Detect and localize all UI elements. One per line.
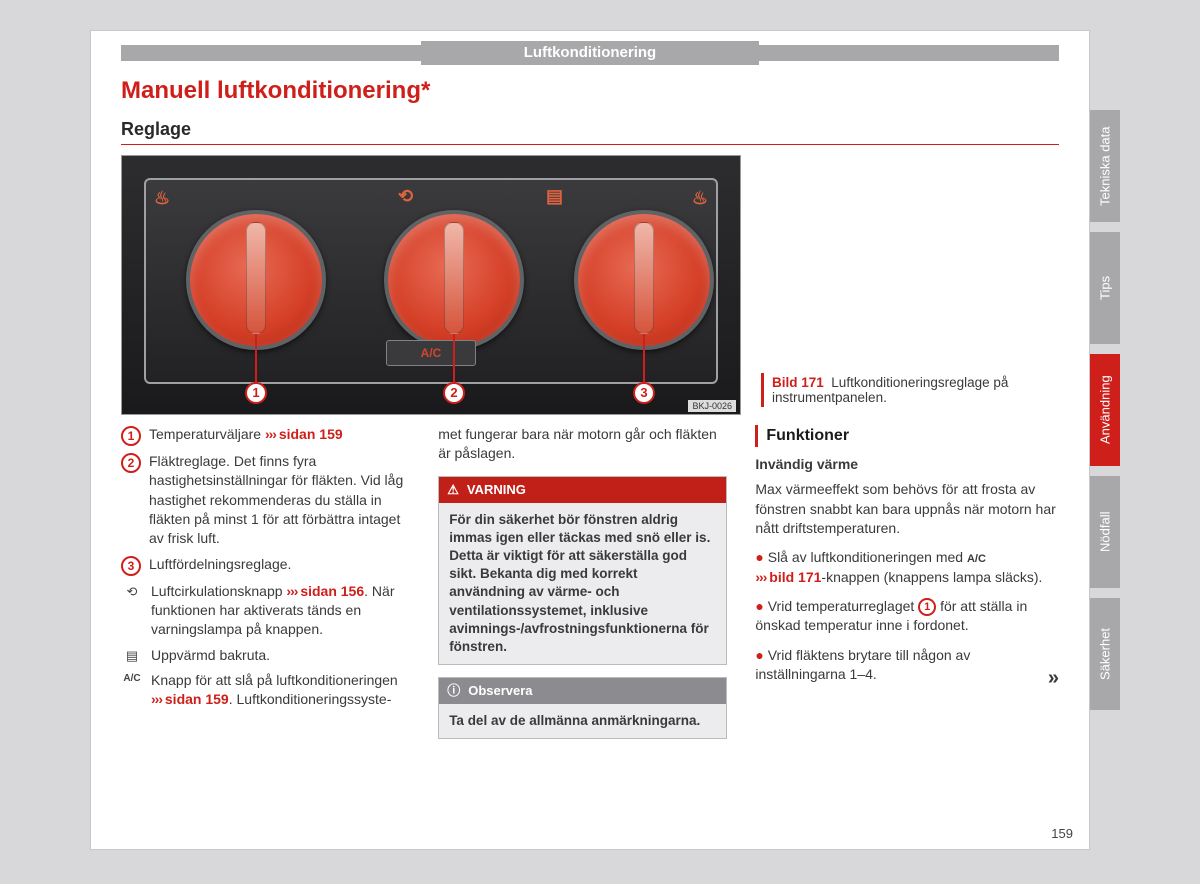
ac-symbol: A/C xyxy=(121,672,143,710)
bullet-1: ● Slå av luftkonditioneringen med A/C bi… xyxy=(755,548,1059,587)
rear-defrost-icon: ▤ xyxy=(121,647,143,665)
column-1: 1 Temperaturväljare sidan 159 2 Fläktreg… xyxy=(121,425,410,739)
callout-1: 1 xyxy=(245,382,267,404)
item-2: 2 Fläktreglage. Det finns fyra hastighet… xyxy=(121,452,410,549)
warning-head: ⚠ VARNING xyxy=(439,477,726,503)
warning-body: För din säkerhet bör fönstren aldrig imm… xyxy=(439,503,726,665)
item-rear-defrost: ▤ Uppvärmd bakruta. xyxy=(121,646,410,665)
b1-a: Slå av luftkonditioneringen med xyxy=(768,549,967,565)
b1-ac-label: A/C xyxy=(967,553,986,565)
figure-row: A/C ♨ ⟲ ▤ ♨ 1 2 3 BKJ-0026 Bild 171 Luft… xyxy=(121,155,1059,415)
header-title: Luftkonditionering xyxy=(421,41,759,65)
side-tabs: Tekniska data Tips Användning Nödfall Sä… xyxy=(1090,110,1120,720)
figure-caption-prefix: Bild 171 xyxy=(772,375,824,390)
callout-2: 2 xyxy=(443,382,465,404)
note-title: Observera xyxy=(468,682,532,700)
badge-3: 3 xyxy=(121,556,141,576)
page-number: 159 xyxy=(1051,826,1073,841)
manual-page: Luftkonditionering Manuell luftkondition… xyxy=(90,30,1090,850)
b1-link[interactable]: bild 171 xyxy=(755,569,821,585)
climate-control-figure: A/C ♨ ⟲ ▤ ♨ 1 2 3 BKJ-0026 xyxy=(121,155,741,415)
tab-tips[interactable]: Tips xyxy=(1090,232,1120,344)
bullet-dot-2: ● xyxy=(755,598,763,614)
header-bar: Luftkonditionering xyxy=(121,41,1059,65)
col3-p1: Max värmeeffekt som behövs för att frost… xyxy=(755,480,1059,538)
rear-defrost-text: Uppvärmd bakruta. xyxy=(151,646,270,665)
panel-frame: A/C ♨ ⟲ ▤ ♨ xyxy=(144,178,718,384)
col2-continuation: met fungerar bara när motorn går och flä… xyxy=(438,425,727,464)
note-box: ⓘ Observera Ta del av de allmänna anmärk… xyxy=(438,677,727,739)
interior-heat-subhead: Invändig värme xyxy=(755,455,1059,474)
recirc-symbol-icon: ⟲ xyxy=(121,583,143,640)
note-body: Ta del av de allmänna anmärkningarna. xyxy=(439,704,726,738)
seat-heat-left-icon: ♨ xyxy=(154,188,170,209)
bullet-3: ● Vrid fläktens brytare till någon av in… xyxy=(755,646,1059,685)
b3-text: Vrid fläktens brytare till någon av inst… xyxy=(755,647,970,682)
callout-line-2 xyxy=(453,334,455,384)
callout-3: 3 xyxy=(633,382,655,404)
content-area: Manuell luftkonditionering* Reglage A/C … xyxy=(91,65,1089,739)
b2-a: Vrid temperaturreglaget xyxy=(768,598,918,614)
seat-heat-right-icon: ♨ xyxy=(692,188,708,209)
item-1: 1 Temperaturväljare sidan 159 xyxy=(121,425,410,446)
item-ac: A/C Knapp för att slå på luftkonditioner… xyxy=(121,671,410,710)
fan-dial xyxy=(384,210,524,350)
recirc-icon: ⟲ xyxy=(398,186,413,207)
header-stripe-left xyxy=(121,45,421,61)
column-2: met fungerar bara när motorn går och flä… xyxy=(438,425,727,739)
tab-nodfall[interactable]: Nödfall xyxy=(1090,476,1120,588)
column-3: Funktioner Invändig värme Max värmeeffek… xyxy=(755,425,1059,739)
header-stripe-right xyxy=(759,45,1059,61)
recirc-link[interactable]: sidan 156 xyxy=(286,583,364,599)
warning-triangle-icon: ⚠ xyxy=(447,481,459,499)
b1-b: -knappen (knappens lampa släcks). xyxy=(821,569,1042,585)
temperature-dial xyxy=(186,210,326,350)
item-3-text: Luftfördelningsreglage. xyxy=(149,555,291,576)
recirc-text-a: Luftcirkulationsknapp xyxy=(151,583,286,599)
tab-anvandning[interactable]: Användning xyxy=(1090,354,1120,466)
badge-2: 2 xyxy=(121,453,141,473)
functions-heading: Funktioner xyxy=(755,425,1059,447)
ac-button-graphic: A/C xyxy=(386,340,476,366)
tab-sakerhet[interactable]: Säkerhet xyxy=(1090,598,1120,710)
badge-1: 1 xyxy=(121,426,141,446)
ac-link[interactable]: sidan 159 xyxy=(151,691,229,707)
ac-text-a: Knapp för att slå på luftkonditioneringe… xyxy=(151,672,398,688)
item-1-link[interactable]: sidan 159 xyxy=(265,426,343,442)
warning-title: VARNING xyxy=(467,481,526,499)
ac-text-b: . Luftkonditioneringssyste- xyxy=(229,691,392,707)
airflow-dial xyxy=(574,210,714,350)
info-icon: ⓘ xyxy=(447,682,460,700)
tab-tekniska-data[interactable]: Tekniska data xyxy=(1090,110,1120,222)
item-2-text: Fläktreglage. Det finns fyra hastighetsi… xyxy=(149,452,410,549)
defrost-icon: ▤ xyxy=(546,186,563,207)
figure-caption: Bild 171 Luftkonditioneringsreglage på i… xyxy=(761,373,1059,407)
page-title: Manuell luftkonditionering* xyxy=(121,77,1059,105)
continue-arrow-icon: » xyxy=(1048,665,1059,693)
bullet-dot-1: ● xyxy=(755,549,763,565)
section-subheading: Reglage xyxy=(121,119,1059,145)
note-head: ⓘ Observera xyxy=(439,678,726,704)
b2-badge: 1 xyxy=(918,598,936,616)
columns: 1 Temperaturväljare sidan 159 2 Fläktreg… xyxy=(121,425,1059,739)
bullet-2: ● Vrid temperaturreglaget 1 för att stäl… xyxy=(755,597,1059,636)
callout-line-1 xyxy=(255,334,257,384)
item-1-text: Temperaturväljare xyxy=(149,426,265,442)
item-recirc: ⟲ Luftcirkulationsknapp sidan 156. När f… xyxy=(121,582,410,640)
bullet-dot-3: ● xyxy=(755,647,763,663)
callout-line-3 xyxy=(643,334,645,384)
item-3: 3 Luftfördelningsreglage. xyxy=(121,555,410,576)
warning-box: ⚠ VARNING För din säkerhet bör fönstren … xyxy=(438,476,727,666)
image-code: BKJ-0026 xyxy=(688,400,736,412)
